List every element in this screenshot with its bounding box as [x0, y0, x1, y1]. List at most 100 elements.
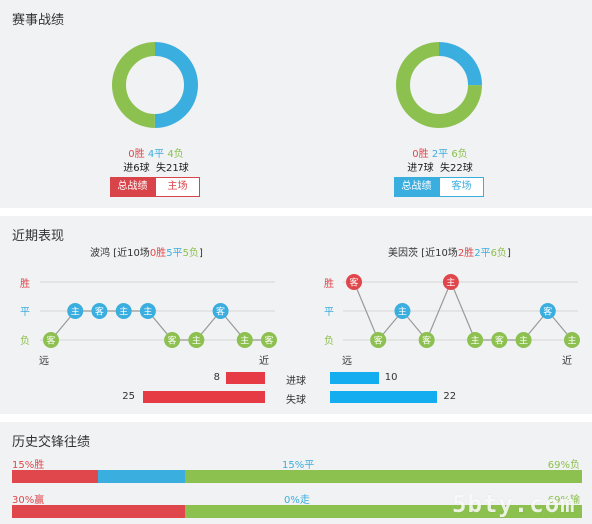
h2h-loss-label: 69%负 [547, 460, 580, 471]
axis-label-win: 胜 [20, 279, 30, 290]
form-point-venue: 客 [168, 335, 177, 347]
form-trend-line [50, 310, 269, 341]
form-point-venue: 主 [446, 277, 455, 289]
left-form-trend: 客主客主主客 主客主客 [40, 281, 277, 348]
h2h-segment-draw [98, 470, 185, 483]
form-point [370, 332, 387, 348]
goals-against-label: 失球 [286, 395, 306, 406]
form-point [212, 303, 229, 319]
form-point-venue: 客 [46, 335, 55, 347]
form-point-venue: 客 [349, 277, 358, 289]
form-point [67, 303, 84, 319]
head-to-head-panel: 历史交锋往绩 15%胜 15%平 69%负 30%赢 0%走 69%输 5bty… [0, 422, 592, 524]
form-point-venue: 客 [495, 335, 504, 347]
form-point [442, 274, 459, 290]
h2h-segment-loss [184, 470, 582, 483]
tab-total-record-left[interactable]: 总战绩 [110, 177, 155, 197]
label-near: 近 [259, 356, 269, 367]
right-loss-count: 6负 [451, 149, 468, 160]
axis-label-win: 胜 [324, 279, 334, 290]
form-point [261, 332, 277, 348]
label-far: 远 [39, 356, 49, 367]
form-point-venue: 客 [216, 306, 225, 318]
left-record-donut [112, 42, 198, 128]
form-point [164, 332, 181, 348]
h2h-segment-win [12, 505, 185, 518]
left-win-count: 0胜 [128, 149, 145, 160]
right-goals-against-value: 22 [443, 391, 457, 402]
h2h-segment-win [12, 470, 99, 483]
form-point-venue: 主 [143, 306, 152, 318]
right-goals-for-value: 10 [384, 372, 398, 383]
tab-away[interactable]: 客场 [439, 177, 484, 197]
form-point-venue: 主 [240, 335, 249, 347]
right-form-trend: 客客主客主主客主客主 [343, 274, 580, 348]
form-point-venue: 客 [543, 306, 552, 318]
form-point-venue: 客 [422, 335, 431, 347]
h2h-handicap-bar [12, 505, 582, 518]
form-point-venue: 主 [567, 335, 576, 347]
form-point [467, 332, 484, 348]
form-point [418, 332, 435, 348]
left-goals-summary: 进6球 失21球 [123, 163, 189, 174]
form-point [515, 332, 532, 348]
h2h-handicap-loss-label: 69%输 [547, 495, 580, 506]
axis-label-draw: 平 [324, 307, 334, 318]
left-goals-for-value: 8 [213, 372, 220, 383]
right-goals-against-bar [330, 391, 438, 403]
left-goals-for-bar [225, 372, 265, 384]
form-point [188, 332, 205, 348]
section-title: 历史交锋往绩 [12, 435, 91, 450]
form-point-venue: 主 [119, 306, 128, 318]
form-point-venue: 主 [192, 335, 201, 347]
right-win-count: 0胜 [412, 149, 429, 160]
tab-home[interactable]: 主场 [155, 177, 200, 197]
h2h-handicap-win-label: 30%赢 [12, 495, 45, 506]
section-title: 赛事战绩 [12, 13, 65, 28]
form-point [43, 332, 59, 348]
left-record-summary: 0胜 4平 4负 [126, 145, 186, 160]
form-point [91, 303, 108, 319]
form-point [564, 332, 580, 348]
form-point [346, 274, 362, 290]
form-point-venue: 客 [95, 306, 104, 318]
form-point-venue: 主 [519, 335, 528, 347]
recent-form-panel: 近期表现 波鸿 [近10场0胜5平5负] 美因茨 [近10场2胜2平6负] 胜 … [0, 216, 592, 414]
right-goals-summary: 进7球 失22球 [407, 163, 473, 174]
h2h-handicap-push-label: 0%走 [284, 495, 310, 506]
form-point-venue: 主 [71, 306, 80, 318]
axis-label-draw: 平 [20, 307, 30, 318]
h2h-result-bar [12, 470, 582, 483]
h2h-segment-loss [184, 505, 582, 518]
watermark: 5bty.com [452, 490, 576, 518]
donut-segment-loss [396, 42, 482, 128]
axis-label-loss: 负 [20, 336, 30, 347]
goals-for-label: 进球 [286, 376, 306, 387]
left-team-name: 波鸿 [90, 248, 110, 259]
form-point [236, 332, 253, 348]
form-trend-line [353, 280, 573, 342]
right-team-name: 美因茨 [388, 248, 418, 259]
right-record-donut [396, 42, 482, 128]
donut-segment-loss [112, 42, 198, 128]
label-far: 远 [342, 356, 352, 367]
h2h-draw-label: 15%平 [282, 460, 315, 471]
form-point-venue: 客 [264, 335, 273, 347]
right-draw-count: 2平 [431, 149, 449, 160]
left-team-summary: 波鸿 [近10场0胜5平5负] [90, 248, 203, 259]
left-goals-against-bar [143, 391, 265, 403]
axis-label-loss: 负 [324, 336, 334, 347]
form-point [491, 332, 508, 348]
form-point-venue: 主 [471, 335, 480, 347]
match-record-panel: 赛事战绩 0胜 4平 4负 进6球 失21球 0胜 2平 6负 进7球 失22球… [0, 0, 592, 208]
left-loss-count: 4负 [167, 149, 184, 160]
form-point-venue: 客 [374, 335, 383, 347]
tab-total-record-right[interactable]: 总战绩 [394, 177, 439, 197]
right-team-summary: 美因茨 [近10场2胜2平6负] [388, 248, 511, 259]
form-point [115, 303, 132, 319]
label-near: 近 [562, 356, 572, 367]
section-title: 近期表现 [12, 229, 65, 244]
right-goals-for-bar [330, 372, 379, 384]
form-point [394, 303, 411, 319]
form-point-venue: 主 [398, 306, 407, 318]
